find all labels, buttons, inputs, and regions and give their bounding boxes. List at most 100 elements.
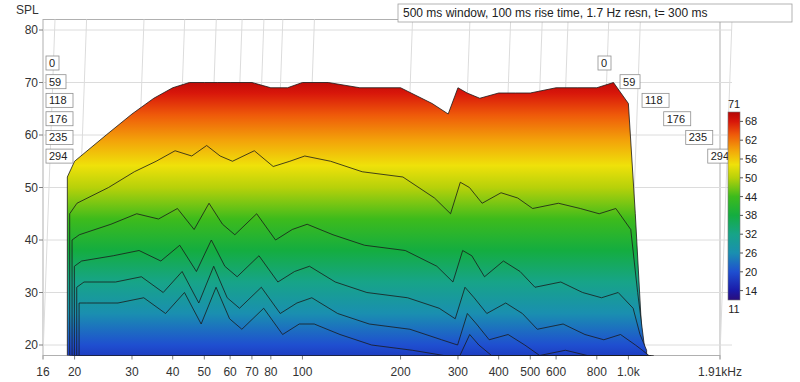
x-tick-label: 70	[245, 365, 259, 379]
x-tick	[556, 356, 557, 360]
slices	[67, 83, 653, 356]
z-label-right: 235	[689, 131, 707, 143]
z-label-box	[686, 130, 713, 144]
colorbar-tick-label: 32	[745, 228, 757, 240]
colorbar-tick-label: 44	[745, 191, 757, 203]
colorbar-tick	[740, 253, 743, 254]
y-tick-label: 80	[25, 23, 39, 37]
x-tick	[530, 356, 531, 360]
x-tick-label: 20	[68, 365, 82, 379]
z-label-left: 235	[49, 131, 67, 143]
z-label-box	[46, 93, 73, 107]
colorbar-tick-label: 68	[745, 115, 757, 127]
y-tick-label: 70	[25, 76, 39, 90]
x-tick-label: 800	[587, 365, 607, 379]
x-tick	[131, 356, 132, 360]
title-box	[398, 4, 792, 22]
x-tick-label: 500	[520, 365, 540, 379]
x-tick-label: 30	[125, 365, 139, 379]
x-tick-label: 40	[166, 365, 180, 379]
x-tick-label: 60	[223, 365, 237, 379]
colorbar-min-label: 11	[728, 303, 739, 315]
waterfall-slice	[79, 287, 654, 355]
z-label-box	[46, 149, 73, 163]
title: 500 ms window, 100 ms rise time, 1.7 Hz …	[403, 6, 707, 20]
colorbar-tick-label: 62	[745, 134, 757, 146]
y-axis-label: SPL	[16, 3, 39, 17]
y-tick-label: 40	[25, 233, 39, 247]
x-tick-label: 100	[292, 365, 312, 379]
z-label-box	[664, 112, 691, 126]
x-tick-label: 50	[198, 365, 212, 379]
colorbar-tick-label: 38	[745, 209, 757, 221]
x-tick-label: 200	[391, 365, 411, 379]
x-tick	[204, 356, 205, 360]
x-tick	[43, 356, 44, 360]
y-tick	[39, 82, 43, 83]
colorbar-tick	[740, 271, 743, 272]
z-label-right: 59	[623, 76, 635, 88]
z-label-left: 118	[49, 94, 67, 106]
x-tick-label: 400	[489, 365, 509, 379]
colorbar-tick-label: 20	[745, 266, 757, 278]
colorbar-tick-label: 26	[745, 247, 757, 259]
x-tick-label: 80	[264, 365, 278, 379]
y-tick	[39, 30, 43, 31]
z-label-box	[46, 56, 59, 70]
x-tick	[596, 356, 597, 360]
x-tick-label: 600	[546, 365, 566, 379]
x-tick	[457, 356, 458, 360]
x-tick-label: 1.0k	[617, 365, 641, 379]
x-tick	[498, 356, 499, 360]
x-tick	[251, 356, 252, 360]
z-label-left: 0	[49, 57, 55, 69]
z-label-right: 176	[667, 113, 685, 125]
colorbar-tick	[740, 121, 743, 122]
y-tick-label: 30	[25, 286, 39, 300]
x-tick-label: 1.91kHz	[698, 365, 742, 379]
y-tick-label: 20	[25, 338, 39, 352]
colorbar-tick	[740, 196, 743, 197]
colorbar-tick	[740, 215, 743, 216]
z-label-box	[46, 112, 73, 126]
z-label-box	[46, 75, 66, 89]
x-tick	[302, 356, 303, 360]
y-tick	[39, 292, 43, 293]
z-label-left: 176	[49, 113, 67, 125]
z-label-box	[620, 75, 640, 89]
colorbar-tick	[740, 234, 743, 235]
z-label-right: 0	[601, 57, 607, 69]
colorbar-tick	[740, 290, 743, 291]
z-label-left: 59	[49, 76, 61, 88]
z-label-box	[598, 56, 611, 70]
y-tick	[39, 240, 43, 241]
plot-frame	[43, 20, 720, 356]
y-grid-line	[43, 30, 732, 31]
y-tick	[39, 135, 43, 136]
x-tick	[400, 356, 401, 360]
x-tick-label: 300	[448, 365, 468, 379]
z-label-box	[46, 130, 73, 144]
x-tick	[74, 356, 75, 360]
x-tick	[172, 356, 173, 360]
x-tick	[628, 356, 629, 360]
x-tick	[720, 356, 721, 360]
z-label-right: 294	[711, 150, 729, 162]
colorbar-tick	[740, 159, 743, 160]
x-tick	[230, 356, 231, 360]
y-tick-label: 60	[25, 128, 39, 142]
z-label-left: 294	[49, 150, 67, 162]
z-label-right: 118	[645, 94, 663, 106]
x-tick	[270, 356, 271, 360]
y-tick-label: 50	[25, 181, 39, 195]
chart: 2030405060708016203040506070801002003004…	[0, 0, 800, 382]
x-tick-label: 16	[36, 365, 50, 379]
z-label-box	[642, 93, 669, 107]
colorbar-max-label: 71	[728, 98, 740, 110]
colorbar-tick	[740, 177, 743, 178]
y-tick	[39, 187, 43, 188]
colorbar-tick-label: 14	[745, 285, 757, 297]
page: {"chart_data": { "type": "waterfall", "t…	[0, 0, 800, 382]
colorbar-tick-label: 50	[745, 172, 757, 184]
colorbar-tick	[740, 140, 743, 141]
